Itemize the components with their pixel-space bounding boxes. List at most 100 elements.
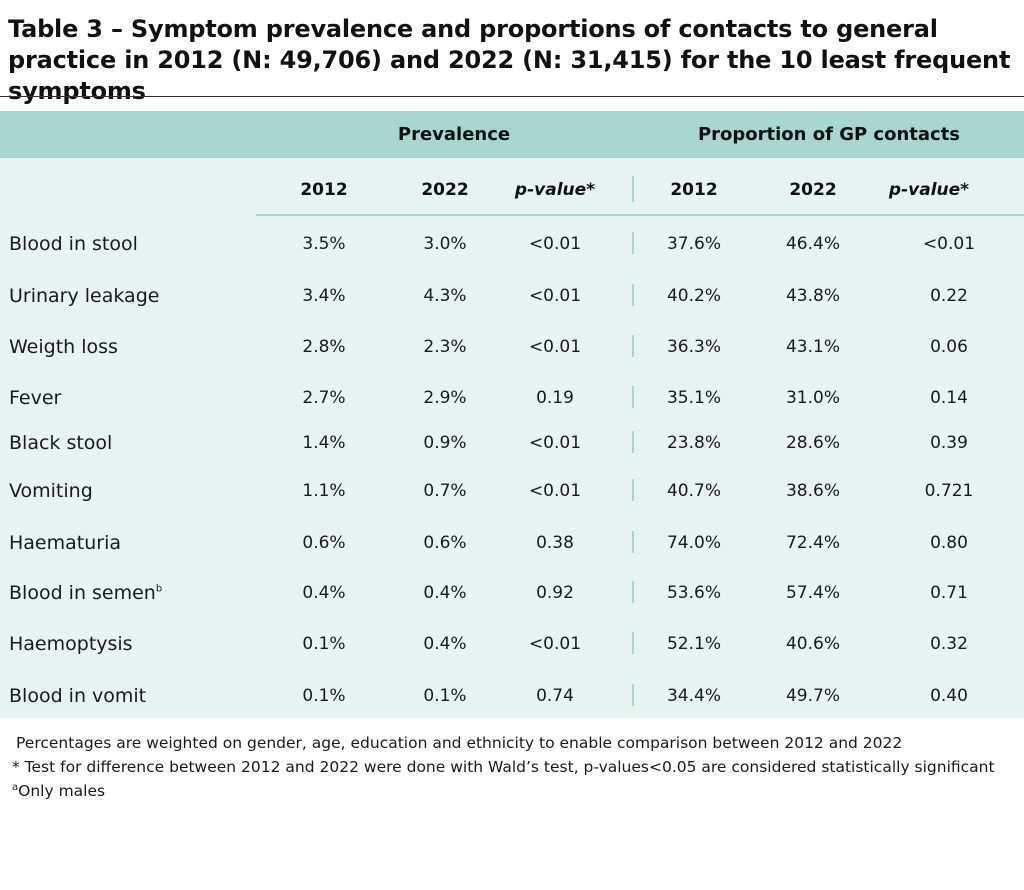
cell-gp-2012: 40.2%: [666, 286, 721, 306]
cell-prevalence-p-value: <0.01: [528, 433, 582, 453]
table-row: Weigth loss 2.8% 2.3% <0.01 36.3% 43.1% 0.06: [0, 327, 1024, 367]
cell-prevalence-2022: 0.4%: [423, 634, 467, 654]
cell-prevalence-2022: 0.9%: [423, 433, 467, 453]
cell-gp-p-value: 0.80: [930, 533, 968, 553]
group-header-band: [0, 111, 1024, 158]
cell-gp-2022: 46.4%: [785, 234, 840, 254]
cell-prevalence-2022: 0.6%: [423, 533, 467, 553]
cell-prevalence-2012: 0.1%: [302, 686, 346, 706]
footnote-marker: a: [12, 781, 19, 793]
cell-prevalence-p-value: 0.38: [536, 533, 574, 553]
table-row: Vomiting 1.1% 0.7% <0.01 40.7% 38.6% 0.721: [0, 471, 1024, 511]
cell-gp-2012: 74.0%: [666, 533, 721, 553]
cell-prevalence-p-value: <0.01: [528, 286, 582, 306]
cell-prevalence-2022: 2.3%: [423, 337, 467, 357]
cell-gp-2022: 31.0%: [785, 388, 840, 408]
row-label-text: Blood in vomit: [9, 685, 147, 707]
row-label: Weigth loss: [9, 327, 254, 367]
table-row: Fever 2.7% 2.9% 0.19 35.1% 31.0% 0.14: [0, 378, 1024, 418]
column-separator: [632, 632, 634, 654]
cell-gp-2022: 72.4%: [785, 533, 840, 553]
cell-prevalence-2022: 2.9%: [423, 388, 467, 408]
table-row: Haemoptysis 0.1% 0.4% <0.01 52.1% 40.6% 0.32: [0, 624, 1024, 664]
row-label: Blood in stool: [9, 224, 254, 264]
table-row: Blood in vomit 0.1% 0.1% 0.74 34.4% 49.7% 0.40: [0, 676, 1024, 716]
cell-prevalence-p-value: 0.92: [536, 583, 574, 603]
cell-prevalence-2022: 0.1%: [423, 686, 467, 706]
row-label: Urinary leakage: [9, 276, 254, 316]
footnote-test: * Test for difference between 2012 and 2…: [12, 758, 995, 776]
row-label: Blood in vomit: [9, 676, 254, 716]
footnote-weighting: Percentages are weighted on gender, age,…: [16, 734, 903, 752]
column-separator: [632, 431, 634, 453]
row-label-text: Vomiting: [9, 480, 93, 502]
row-label: Fever: [9, 378, 254, 418]
cell-prevalence-2012: 3.4%: [302, 286, 346, 306]
cell-gp-p-value: 0.14: [930, 388, 968, 408]
cell-prevalence-2012: 2.7%: [302, 388, 346, 408]
group-header-gp-contacts: Proportion of GP contacts: [697, 124, 961, 145]
column-header-gp-2022: 2022: [789, 180, 837, 200]
cell-prevalence-2012: 0.4%: [302, 583, 346, 603]
footnotes: Percentages are weighted on gender, age,…: [12, 731, 1012, 803]
column-header-prevalence-p-value: p-value*: [514, 180, 596, 200]
column-separator-header: [632, 176, 634, 202]
cell-prevalence-p-value: <0.01: [528, 481, 582, 501]
cell-gp-2022: 49.7%: [785, 686, 840, 706]
cell-gp-2012: 40.7%: [666, 481, 721, 501]
cell-gp-2012: 53.6%: [666, 583, 721, 603]
cell-prevalence-2022: 0.7%: [423, 481, 467, 501]
row-label-text: Black stool: [9, 432, 113, 454]
cell-gp-2012: 37.6%: [666, 234, 721, 254]
row-label-text: Haemoptysis: [9, 633, 133, 655]
row-label-text: Weigth loss: [9, 336, 118, 358]
cell-prevalence-2022: 3.0%: [423, 234, 467, 254]
cell-gp-2012: 35.1%: [666, 388, 721, 408]
footnote-only-males-text: Only males: [18, 782, 106, 800]
row-label-superscript: b: [155, 583, 163, 595]
column-header-prevalence-2012: 2012: [300, 180, 348, 200]
cell-prevalence-2012: 1.4%: [302, 433, 346, 453]
column-header-gp-p-value: p-value*: [888, 180, 970, 200]
cell-prevalence-2012: 3.5%: [302, 234, 346, 254]
cell-prevalence-2012: 0.1%: [302, 634, 346, 654]
cell-gp-p-value: 0.39: [930, 433, 968, 453]
cell-prevalence-2012: 2.8%: [302, 337, 346, 357]
row-label-text: Blood in stool: [9, 233, 138, 255]
cell-gp-2012: 36.3%: [666, 337, 721, 357]
group-header-prevalence: Prevalence: [397, 124, 511, 145]
table-row: Urinary leakage 3.4% 4.3% <0.01 40.2% 43.8% 0.…: [0, 276, 1024, 316]
cell-gp-p-value: 0.32: [930, 634, 968, 654]
cell-gp-p-value: 0.40: [930, 686, 968, 706]
row-label: Black stool: [9, 423, 254, 463]
cell-gp-2022: 43.1%: [785, 337, 840, 357]
cell-prevalence-2012: 0.6%: [302, 533, 346, 553]
row-label: Vomiting: [9, 471, 254, 511]
cell-prevalence-p-value: <0.01: [528, 634, 582, 654]
table-row: Blood in stool 3.5% 3.0% <0.01 37.6% 46.4% <0.…: [0, 224, 1024, 264]
column-separator: [632, 284, 634, 306]
column-header-underline: [256, 214, 1024, 216]
cell-gp-p-value: <0.01: [922, 234, 976, 254]
column-separator: [632, 479, 634, 501]
row-label: Blood in semenb: [9, 573, 254, 613]
cell-gp-p-value: 0.06: [930, 337, 968, 357]
row-label-text: Fever: [9, 387, 62, 409]
row-label-text: Urinary leakage: [9, 285, 160, 307]
table-row: Black stool 1.4% 0.9% <0.01 23.8% 28.6% 0.39: [0, 423, 1024, 463]
cell-gp-2022: 38.6%: [785, 481, 840, 501]
cell-gp-p-value: 0.71: [930, 583, 968, 603]
cell-prevalence-2012: 1.1%: [302, 481, 346, 501]
cell-prevalence-p-value: 0.74: [536, 686, 574, 706]
cell-gp-2012: 52.1%: [666, 634, 721, 654]
footnote-only-males: aOnly males: [12, 779, 1012, 803]
cell-gp-2012: 23.8%: [666, 433, 721, 453]
row-label: Haemoptysis: [9, 624, 254, 664]
cell-prevalence-2022: 0.4%: [423, 583, 467, 603]
row-label-text: Haematuria: [9, 532, 121, 554]
cell-gp-p-value: 0.721: [924, 481, 974, 501]
cell-gp-2022: 40.6%: [785, 634, 840, 654]
column-separator: [632, 232, 634, 254]
cell-gp-p-value: 0.22: [930, 286, 968, 306]
column-header-gp-2012: 2012: [670, 180, 718, 200]
